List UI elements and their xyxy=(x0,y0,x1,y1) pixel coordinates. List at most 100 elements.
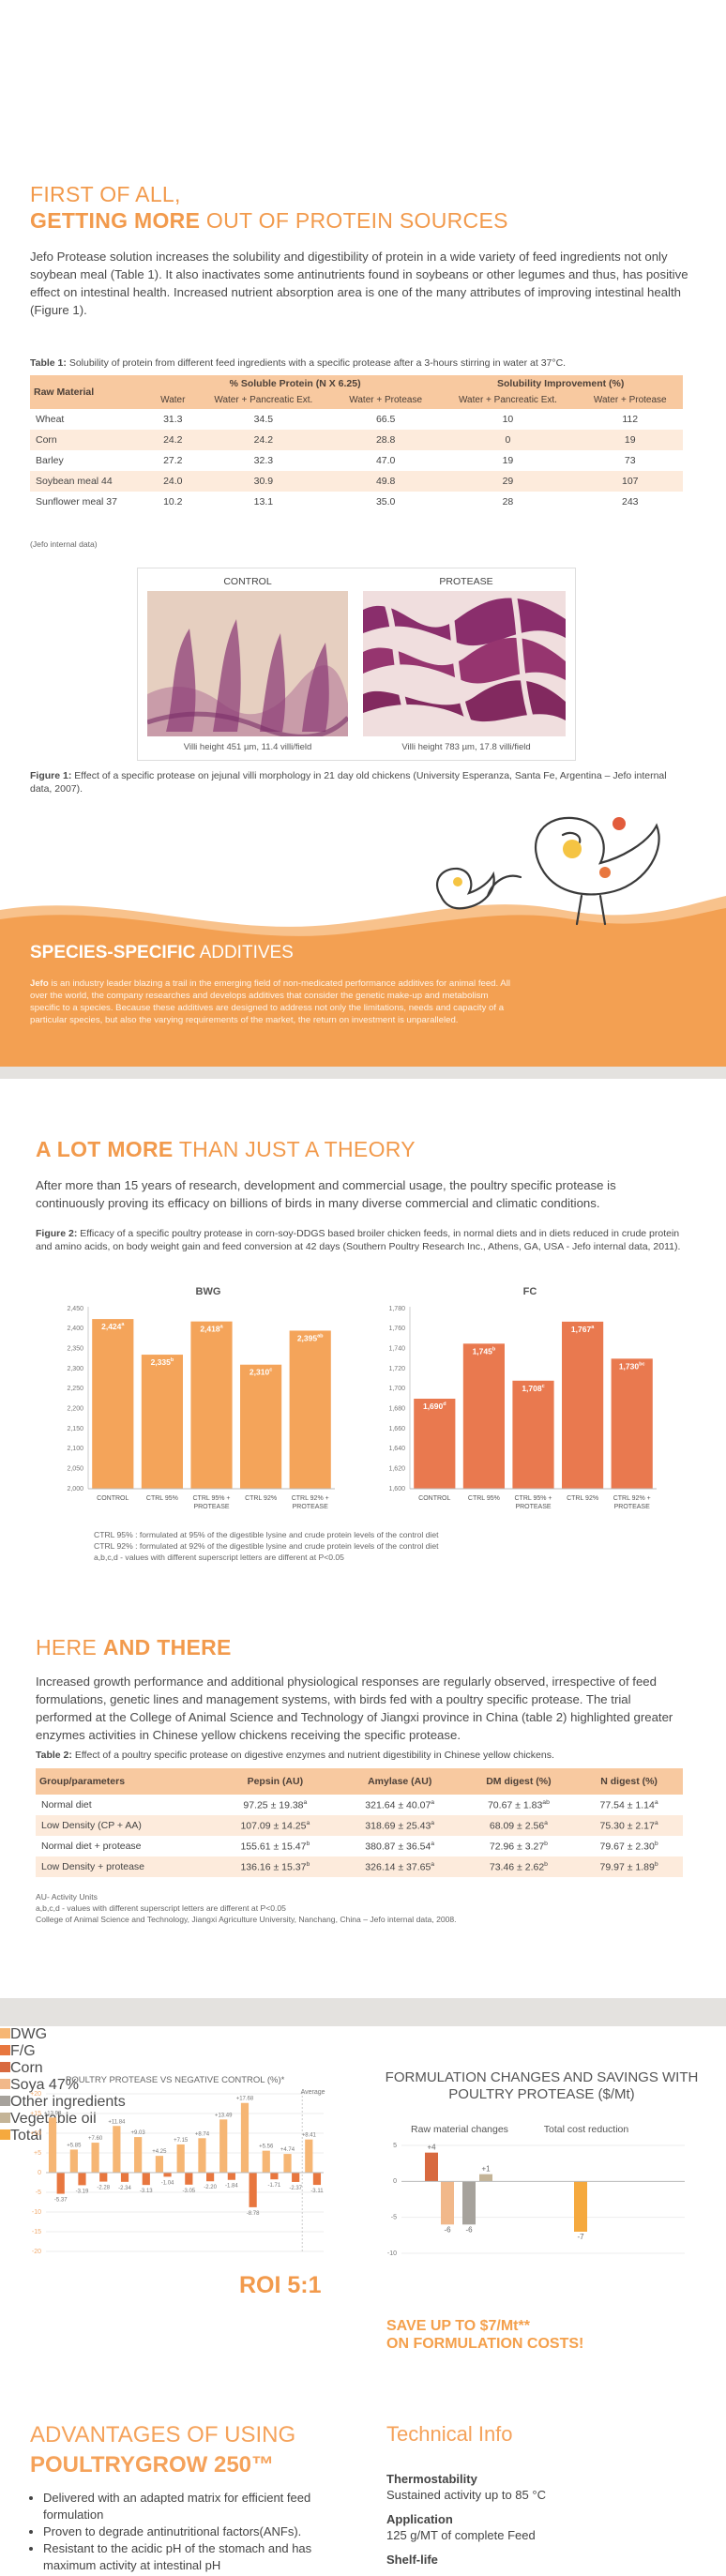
bar xyxy=(462,2181,476,2225)
page: A LOT MORE THAN JUST A THEORY After more… xyxy=(0,1079,726,1998)
cell-value: 79.97 ± 1.89 xyxy=(599,1861,655,1873)
data-label: -1.04 xyxy=(161,2180,174,2186)
caption-label: Figure 2: xyxy=(36,1228,78,1239)
data-label: +11.84 xyxy=(108,2119,126,2125)
data-label-value: -1.04 xyxy=(161,2180,174,2186)
data-label-value: +5.56 xyxy=(259,2144,274,2149)
x-tick-label: CONTROL xyxy=(418,1495,450,1502)
callout-line: ON FORMULATION COSTS! xyxy=(386,2336,584,2352)
cell-superscript: b xyxy=(306,1860,310,1868)
table-cell: 155.61 ± 15.47b xyxy=(213,1836,338,1856)
y-tick-label: 1,660 xyxy=(388,1426,405,1432)
y-tick-label: -5 xyxy=(36,2190,41,2196)
table-cell: 49.8 xyxy=(332,471,439,492)
bar xyxy=(163,2173,172,2177)
data-label-value: -3.11 xyxy=(310,2189,324,2194)
table-cell: 243 xyxy=(621,496,639,508)
data-label: 2,310c xyxy=(250,1368,272,1377)
heading-bold: POULTRYGROW 250™ xyxy=(30,2452,275,2478)
cell-superscript: a xyxy=(544,1819,548,1826)
y-tick-label: 0 xyxy=(393,2178,397,2185)
cell-superscript: a xyxy=(431,1819,435,1826)
table-cell: 97.25 ± 19.38a xyxy=(213,1795,338,1815)
data-label: +7.60 xyxy=(88,2136,103,2142)
data-label-value: 1,730 xyxy=(619,1362,640,1371)
caption-text: Effect of a specific protease on jejunal… xyxy=(30,770,667,795)
table-cell: 112 xyxy=(622,414,639,425)
data-label: +4 xyxy=(427,2144,436,2152)
data-label: 1,730bc xyxy=(619,1362,645,1371)
table-cell: 79.67 ± 2.30b xyxy=(575,1836,683,1856)
data-label-value: -2.37 xyxy=(289,2186,302,2191)
column-header: Water xyxy=(151,392,194,409)
data-label: 2,335b xyxy=(151,1357,174,1367)
data-label: +17.68 xyxy=(236,2096,254,2101)
cell-superscript: a xyxy=(431,1840,435,1847)
heading-line: GETTING MORE OUT OF PROTEIN SOURCES xyxy=(30,207,508,234)
bar xyxy=(262,2150,270,2173)
category-label: Average xyxy=(301,2089,325,2096)
legend-item: Corn xyxy=(0,2060,726,2077)
data-table: Group/parameters Pepsin (AU) Amylase (AU) D… xyxy=(36,1768,683,1877)
y-tick-label: 1,780 xyxy=(388,1306,405,1312)
cell-superscript: a xyxy=(431,1798,435,1806)
data-label: +5.56 xyxy=(259,2144,274,2149)
bar xyxy=(425,2152,438,2182)
page: FIRST OF ALL, GETTING MORE OUT OF PROTEI… xyxy=(0,0,726,1067)
tech-item: Application 125 g/MT of complete Feed xyxy=(386,2511,705,2543)
cell-superscript: a xyxy=(431,1860,435,1868)
data-label: -2.20 xyxy=(204,2185,217,2190)
data-label-superscript: b xyxy=(492,1347,496,1353)
cell-value: 72.96 ± 3.27 xyxy=(489,1841,545,1853)
group-header: Solubility Improvement (%) xyxy=(438,375,683,392)
data-label: 1,708c xyxy=(522,1384,544,1393)
bar-chart: -10 -5 0 5 +4 -6 -6 +1 -7 xyxy=(387,2143,685,2257)
x-tick-label: CTRL 95% + xyxy=(192,1495,230,1502)
table-cell: Sunflower meal 37 xyxy=(36,496,117,508)
y-tick-label: 2,050 xyxy=(67,1466,83,1473)
data-label-value: -2.34 xyxy=(118,2185,131,2190)
bar xyxy=(120,2173,129,2182)
data-label: -3.11 xyxy=(310,2189,324,2194)
x-tick-label: CTRL 92% + xyxy=(613,1495,651,1502)
table-cell: Low Density + protease xyxy=(36,1856,213,1877)
y-tick-label: 1,600 xyxy=(388,1486,405,1493)
data-label: 1,690d xyxy=(423,1402,446,1411)
caption-text: Effect of a poultry specific protease on… xyxy=(74,1750,554,1761)
column-header: DM digest (%) xyxy=(461,1768,576,1795)
y-tick-label: 1,720 xyxy=(388,1366,405,1372)
table-row: Sunflower meal 37 10.2 13.1 35.0 28 243 xyxy=(30,492,683,512)
column-header: Water + Pancreatic Ext. xyxy=(193,392,333,409)
bar xyxy=(205,2173,215,2182)
data-label-value: -3.19 xyxy=(76,2189,89,2194)
table-cell: 318.69 ± 25.43a xyxy=(337,1815,462,1836)
table-cell: 24.0 xyxy=(151,471,194,492)
micrograph-control xyxy=(147,591,348,736)
table-cell: 29 xyxy=(438,471,578,492)
chart-title: POULTRY PROTEASE VS NEGATIVE CONTROL (%)… xyxy=(66,2075,285,2085)
data-label-value: +13.98 xyxy=(44,2111,62,2116)
data-label-superscript: a xyxy=(121,1323,125,1328)
decorative-wave xyxy=(0,816,726,1067)
data-label-value: 2,335 xyxy=(151,1357,172,1367)
bar xyxy=(142,2173,150,2186)
data-label-value: +7.15 xyxy=(174,2138,189,2144)
tech-label: Shelf-life xyxy=(386,2553,438,2567)
roi-annotation: ROI 5:1 xyxy=(239,2272,322,2298)
table-cell: 73 xyxy=(624,455,636,466)
data-label-superscript: c xyxy=(269,1368,272,1373)
caption-label: Table 1: xyxy=(30,357,67,369)
cell-superscript: b xyxy=(654,1840,658,1847)
data-label-value: -5.37 xyxy=(54,2197,68,2203)
data-label-value: 1,745 xyxy=(473,1347,493,1356)
data-label: -3.05 xyxy=(182,2188,195,2193)
table-cell: 73.46 ± 2.62b xyxy=(461,1856,576,1877)
legend-label: Other ingredients xyxy=(10,2094,126,2110)
y-tick-label: 1,680 xyxy=(388,1406,405,1413)
x-tick-label: CONTROL xyxy=(97,1495,129,1502)
data-label: -1.84 xyxy=(225,2183,238,2189)
tech-item: Shelf-life xyxy=(386,2552,705,2568)
y-tick-label: +20 xyxy=(30,2091,41,2098)
data-label-value: +5.85 xyxy=(67,2143,82,2148)
data-label-value: -6 xyxy=(444,2225,451,2234)
